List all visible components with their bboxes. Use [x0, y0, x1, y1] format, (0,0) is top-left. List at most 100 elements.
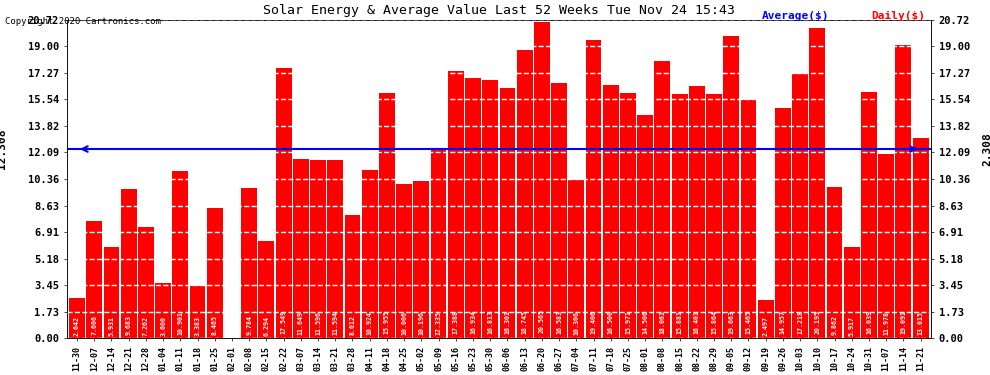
Bar — [654, 61, 670, 338]
Bar — [689, 86, 705, 338]
Bar — [328, 160, 344, 338]
Text: 7.262: 7.262 — [143, 315, 148, 336]
Bar — [275, 69, 291, 338]
Text: Copyright 2020 Cartronics.com: Copyright 2020 Cartronics.com — [5, 17, 160, 26]
Text: 9.862: 9.862 — [832, 315, 838, 335]
Text: 16.401: 16.401 — [694, 310, 700, 334]
Bar — [155, 283, 171, 338]
Bar — [86, 221, 102, 338]
Text: 19.663: 19.663 — [729, 310, 735, 334]
Bar — [361, 170, 377, 338]
Text: 16.813: 16.813 — [487, 310, 493, 334]
Text: 3.383: 3.383 — [195, 316, 201, 336]
Text: 8.465: 8.465 — [212, 315, 218, 335]
Bar — [465, 78, 481, 338]
Text: 15.864: 15.864 — [711, 310, 717, 334]
Text: 11.978: 11.978 — [883, 311, 889, 335]
Text: 16.934: 16.934 — [470, 310, 476, 334]
Bar — [603, 85, 619, 338]
Text: 10.901: 10.901 — [177, 311, 183, 335]
Text: 16.039: 16.039 — [866, 310, 872, 334]
Text: 18.745: 18.745 — [522, 310, 528, 334]
Text: Average($): Average($) — [762, 11, 830, 21]
Bar — [620, 93, 636, 338]
Text: Daily($): Daily($) — [871, 11, 926, 21]
Text: 6.294: 6.294 — [263, 316, 269, 336]
Bar — [242, 188, 257, 338]
Bar — [379, 93, 395, 338]
Text: 2.497: 2.497 — [762, 316, 768, 336]
Bar — [104, 247, 120, 338]
Text: 11.594: 11.594 — [333, 311, 339, 335]
Text: 17.218: 17.218 — [797, 310, 803, 334]
Bar — [586, 40, 602, 338]
Text: 2.308: 2.308 — [982, 132, 990, 166]
Bar — [121, 189, 137, 338]
Bar — [861, 92, 877, 338]
Bar — [345, 215, 360, 338]
Bar — [568, 180, 584, 338]
Text: 10.306: 10.306 — [573, 311, 579, 335]
Text: 19.406: 19.406 — [590, 310, 597, 334]
Text: 10.006: 10.006 — [401, 311, 407, 335]
Bar — [638, 115, 653, 338]
Bar — [706, 94, 722, 338]
Text: 2.642: 2.642 — [74, 316, 80, 336]
Text: 15.465: 15.465 — [745, 310, 751, 334]
Bar — [741, 100, 756, 338]
Bar — [757, 300, 773, 338]
Bar — [775, 108, 791, 338]
Text: 7.606: 7.606 — [91, 315, 97, 336]
Text: 16.583: 16.583 — [556, 310, 562, 334]
Bar — [551, 83, 567, 338]
Bar — [310, 160, 326, 338]
Bar — [447, 71, 463, 338]
Text: 17.549: 17.549 — [280, 310, 287, 334]
Bar — [724, 36, 740, 338]
Bar — [534, 22, 549, 338]
Bar — [792, 74, 808, 338]
Text: 20.195: 20.195 — [815, 309, 821, 333]
Bar — [482, 80, 498, 338]
Bar — [138, 226, 153, 338]
Bar — [671, 94, 687, 338]
Text: 15.971: 15.971 — [625, 310, 631, 334]
Text: 17.388: 17.388 — [452, 310, 458, 334]
Bar — [431, 148, 446, 338]
Bar — [414, 182, 430, 338]
Text: 10.924: 10.924 — [366, 311, 372, 335]
Bar — [810, 28, 826, 338]
Bar — [896, 45, 912, 338]
Bar — [190, 286, 206, 338]
Bar — [878, 154, 894, 338]
Text: 19.091: 19.091 — [901, 310, 907, 334]
Text: 14.506: 14.506 — [643, 310, 648, 334]
Text: 3.600: 3.600 — [160, 316, 166, 336]
Bar — [827, 187, 842, 338]
Text: 20.565: 20.565 — [539, 309, 545, 333]
Bar — [69, 298, 85, 338]
Bar — [293, 159, 309, 338]
Text: 18.061: 18.061 — [659, 310, 665, 334]
Text: 12.335: 12.335 — [436, 311, 442, 335]
Bar — [913, 138, 929, 338]
Text: 16.500: 16.500 — [608, 310, 614, 334]
Text: 8.012: 8.012 — [349, 315, 355, 335]
Text: 11.596: 11.596 — [315, 311, 321, 335]
Text: 14.957: 14.957 — [780, 310, 786, 334]
Text: 9.683: 9.683 — [126, 315, 132, 335]
Text: 5.917: 5.917 — [848, 316, 854, 336]
Text: 15.881: 15.881 — [676, 310, 683, 334]
Text: 5.931: 5.931 — [109, 316, 115, 336]
Bar — [843, 247, 859, 338]
Text: 10.196: 10.196 — [419, 311, 425, 335]
Text: 11.649: 11.649 — [298, 311, 304, 335]
Bar — [207, 208, 223, 338]
Bar — [396, 184, 412, 338]
Bar — [500, 88, 516, 338]
Text: 13.015: 13.015 — [918, 310, 924, 334]
Title: Solar Energy & Average Value Last 52 Weeks Tue Nov 24 15:43: Solar Energy & Average Value Last 52 Wee… — [262, 4, 735, 17]
Text: 15.955: 15.955 — [384, 310, 390, 334]
Bar — [517, 50, 533, 338]
Text: 12.308: 12.308 — [0, 129, 7, 169]
